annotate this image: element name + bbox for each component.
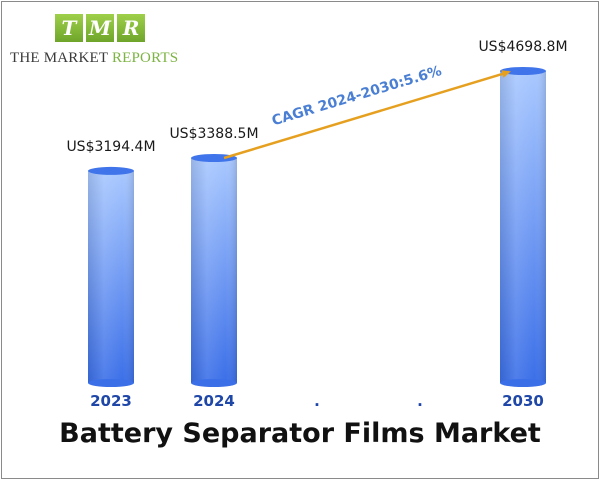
cagr-annotation: CAGR 2024-2030:5.6% [270, 63, 444, 129]
bar-base [88, 379, 134, 387]
logo-letter-r: R [117, 14, 145, 42]
logo-wordmark-accent: REPORTS [111, 50, 179, 66]
bar-shading [500, 71, 546, 383]
bar-2023 [88, 166, 134, 387]
labels-group: US$3194.4M 2023 US$3388.5M 2024. . US$4698.8M… [66, 39, 567, 410]
category-label-ellipsis-2: . [314, 392, 320, 410]
logo-tiles: T M R [55, 14, 145, 42]
bar-cap [191, 154, 237, 163]
bar-2030 [500, 67, 546, 387]
value-label-2024: US$3388.5M [169, 126, 258, 142]
category-label-2023: 2023 [90, 392, 132, 410]
category-label-2024: 2024 [193, 392, 235, 410]
bar-base [500, 379, 546, 387]
chart-title: Battery Separator Films Market [59, 418, 541, 449]
bar-2024 [191, 154, 237, 387]
cagr-arrow [223, 70, 511, 160]
bar-cap [500, 67, 546, 75]
logo-letter-t: T [55, 14, 83, 42]
logo-wordmark: THE MARKET REPORTS [10, 50, 178, 67]
logo-wordmark-main: THE MARKET [10, 50, 108, 66]
bar-shading [191, 158, 237, 383]
logo-letter-m: M [86, 14, 114, 42]
bar-base [191, 379, 237, 387]
value-label-2030: US$4698.8M [478, 39, 567, 55]
category-label-ellipsis-3: . [417, 392, 423, 410]
brand-logo: T M R THE MARKET REPORTS [10, 14, 185, 70]
bar-cap [88, 166, 134, 175]
bar-shading [88, 170, 134, 383]
bars-group [88, 67, 546, 387]
value-label-2023: US$3194.4M [66, 139, 155, 155]
category-label-2030: 2030 [502, 392, 544, 410]
